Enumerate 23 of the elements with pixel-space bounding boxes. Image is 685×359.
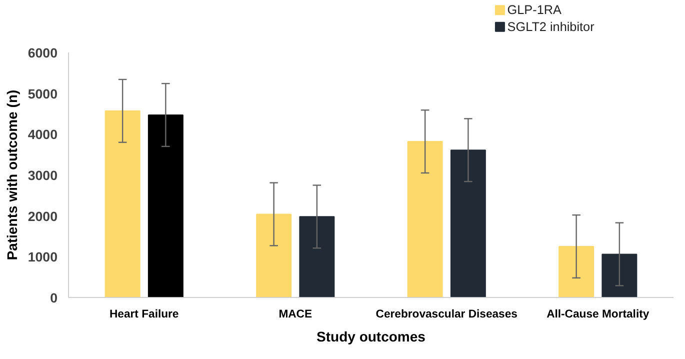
bar bbox=[407, 141, 443, 298]
bar bbox=[558, 246, 594, 298]
y-tick-label: 6000 bbox=[28, 46, 58, 60]
x-tick-label: All-Cause Mortality bbox=[546, 308, 650, 320]
y-tick-label: 5000 bbox=[28, 86, 58, 102]
y-axis-title: Patients with outcome (n) bbox=[4, 90, 20, 260]
bar bbox=[602, 254, 638, 298]
y-tick-label: 3000 bbox=[28, 168, 58, 183]
bar bbox=[148, 114, 184, 298]
bar bbox=[299, 216, 335, 298]
y-tick-label: 0 bbox=[50, 290, 58, 306]
x-axis-title: Study outcomes bbox=[316, 328, 426, 344]
y-tick-label: 4000 bbox=[28, 127, 58, 142]
bar bbox=[104, 110, 140, 298]
y-tick-label: 1000 bbox=[28, 250, 58, 265]
x-tick-label: MACE bbox=[278, 308, 312, 320]
x-tick-label: Heart Failure bbox=[110, 308, 179, 320]
legend-label: SGLT2 inhibitor bbox=[507, 20, 594, 34]
x-tick-label: Cerebrovascular Diseases bbox=[376, 308, 518, 320]
bar bbox=[450, 150, 486, 298]
legend-label: GLP-1RA bbox=[507, 3, 562, 18]
y-tick-label: 2000 bbox=[28, 208, 58, 224]
bar bbox=[256, 214, 292, 298]
